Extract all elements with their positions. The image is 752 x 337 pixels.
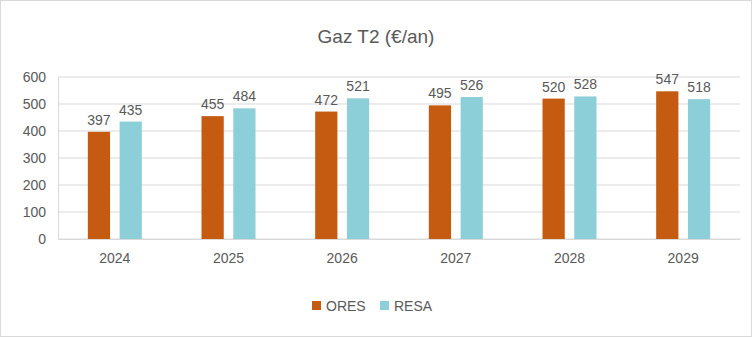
data-label: 397	[87, 112, 111, 128]
grid	[58, 77, 740, 239]
legend-label: ORES	[326, 298, 366, 314]
x-tick: 2027	[440, 250, 471, 266]
data-label: 484	[233, 88, 257, 104]
x-tick-label: 2026	[327, 250, 358, 266]
bar	[574, 96, 596, 239]
bar	[688, 99, 710, 239]
y-tick-label: 0	[38, 231, 46, 247]
bar	[202, 116, 224, 239]
y-tick: 500	[23, 96, 58, 112]
bar	[120, 122, 142, 239]
data-label: 526	[460, 77, 484, 93]
x-tick-label: 2027	[440, 250, 471, 266]
y-axis: 0 100 200 300 400 500 600	[23, 69, 59, 247]
legend-swatch	[380, 301, 389, 310]
x-tick-label: 2024	[99, 250, 130, 266]
y-tick-label: 100	[23, 204, 47, 220]
data-label: 528	[574, 76, 598, 92]
grid-line	[58, 185, 740, 186]
bars	[88, 91, 710, 239]
y-axis-line	[58, 78, 59, 240]
legend: ORES RESA	[312, 298, 433, 314]
bar	[461, 97, 483, 239]
chart: Gaz T2 (€/an) 0 100 200 300 400 500 600 2024 2025…	[0, 0, 752, 337]
y-tick-label: 600	[23, 69, 47, 85]
y-tick-label: 200	[23, 177, 47, 193]
x-tick: 2024	[99, 250, 130, 266]
y-tick: 400	[23, 123, 58, 139]
y-tick-label: 500	[23, 96, 47, 112]
data-label: 455	[201, 96, 225, 112]
x-tick: 2028	[554, 250, 585, 266]
data-label: 472	[315, 92, 339, 108]
y-tick-label: 300	[23, 150, 47, 166]
grid-line	[58, 104, 740, 105]
y-tick: 0	[38, 231, 58, 247]
data-label: 520	[542, 79, 566, 95]
data-label: 547	[656, 71, 680, 87]
data-label: 518	[687, 79, 711, 95]
grid-line	[58, 158, 740, 159]
bar	[429, 105, 451, 239]
title: Gaz T2 (€/an)	[318, 26, 435, 47]
bar	[656, 91, 678, 239]
grid-line	[58, 212, 740, 213]
x-tick: 2025	[213, 250, 244, 266]
y-tick-label: 400	[23, 123, 47, 139]
bar	[315, 112, 337, 239]
bar	[347, 98, 369, 239]
x-axis-line	[59, 239, 741, 240]
chart-frame	[1, 1, 752, 337]
bar	[543, 99, 565, 239]
data-labels: 397 455 472 495 520 547 435 484 521 526 528 518	[87, 71, 711, 128]
data-label: 495	[428, 85, 452, 101]
data-label: 521	[346, 78, 370, 94]
x-axis: 2024 2025 2026 2027 2028 2029	[59, 240, 741, 266]
y-tick: 600	[23, 69, 58, 85]
grid-line	[58, 239, 740, 240]
grid-line	[58, 77, 740, 78]
bar	[88, 132, 110, 239]
x-tick-label: 2025	[213, 250, 244, 266]
grid-line	[58, 131, 740, 132]
y-tick: 200	[23, 177, 58, 193]
legend-label: RESA	[394, 298, 433, 314]
legend-swatch	[312, 301, 321, 310]
data-label: 435	[119, 102, 143, 118]
x-tick: 2026	[327, 250, 358, 266]
y-tick: 300	[23, 150, 58, 166]
y-tick: 100	[23, 204, 58, 220]
x-tick: 2029	[668, 250, 699, 266]
bar	[233, 108, 255, 239]
x-tick-label: 2029	[668, 250, 699, 266]
x-tick-label: 2028	[554, 250, 585, 266]
